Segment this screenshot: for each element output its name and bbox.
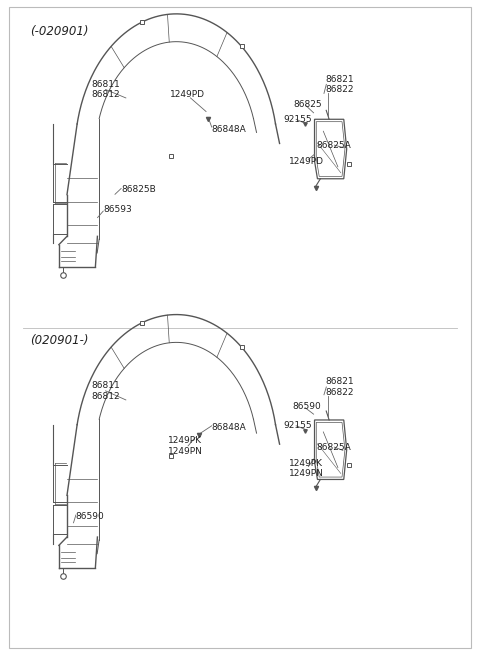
Text: 86848A: 86848A bbox=[212, 423, 246, 432]
Text: 86821: 86821 bbox=[325, 377, 354, 386]
Text: 92155: 92155 bbox=[283, 115, 312, 124]
Text: (020901-): (020901-) bbox=[30, 334, 89, 347]
Text: 1249PK: 1249PK bbox=[289, 458, 323, 468]
Text: 86825A: 86825A bbox=[316, 141, 351, 149]
Text: 86822: 86822 bbox=[325, 388, 353, 397]
Text: 1249PK: 1249PK bbox=[168, 436, 202, 445]
Text: 86812: 86812 bbox=[91, 90, 120, 99]
Text: 86593: 86593 bbox=[103, 204, 132, 214]
Text: 86848A: 86848A bbox=[212, 125, 246, 134]
Text: 86822: 86822 bbox=[325, 85, 353, 94]
Text: 86590: 86590 bbox=[292, 402, 321, 411]
Text: 86811: 86811 bbox=[91, 381, 120, 390]
Text: 86811: 86811 bbox=[91, 80, 120, 89]
Text: 86825: 86825 bbox=[293, 100, 322, 109]
Text: 92155: 92155 bbox=[283, 421, 312, 430]
Text: 86821: 86821 bbox=[325, 75, 354, 84]
Text: 86812: 86812 bbox=[91, 392, 120, 401]
Text: 1249PD: 1249PD bbox=[289, 157, 324, 166]
Text: 86590: 86590 bbox=[75, 512, 104, 521]
Text: 1249PD: 1249PD bbox=[170, 90, 205, 99]
Text: 1249PN: 1249PN bbox=[168, 447, 203, 455]
Text: 86825A: 86825A bbox=[316, 443, 351, 452]
Text: 1249PN: 1249PN bbox=[289, 469, 324, 478]
Text: (-020901): (-020901) bbox=[30, 25, 89, 38]
Text: 86825B: 86825B bbox=[121, 185, 156, 195]
